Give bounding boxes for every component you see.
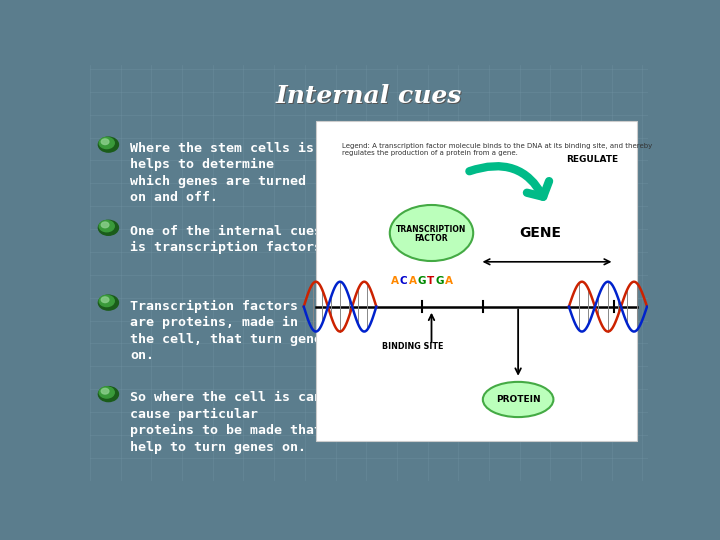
Text: Internal cues: Internal cues <box>277 85 463 109</box>
Text: FACTOR: FACTOR <box>415 234 449 243</box>
Text: Transcription factors
are proteins, made in
the cell, that turn genes
on.: Transcription factors are proteins, made… <box>130 300 330 362</box>
Text: PROTEIN: PROTEIN <box>496 395 541 404</box>
Text: A: A <box>444 276 452 286</box>
Circle shape <box>99 387 119 402</box>
Circle shape <box>99 387 114 398</box>
Text: A: A <box>390 276 399 286</box>
Text: G: G <box>436 276 444 286</box>
Text: So where the cell is can
cause particular
proteins to be made that
help to turn : So where the cell is can cause particula… <box>130 391 322 454</box>
Text: Where the stem cells is
helps to determine
which genes are turned
on and off.: Where the stem cells is helps to determi… <box>130 141 314 205</box>
Circle shape <box>99 137 119 152</box>
Ellipse shape <box>390 205 473 261</box>
Text: TRANSCRIPTION: TRANSCRIPTION <box>396 225 467 234</box>
Text: T: T <box>427 276 434 286</box>
Text: One of the internal cues
is transcription factors.: One of the internal cues is transcriptio… <box>130 225 330 254</box>
Ellipse shape <box>483 382 554 417</box>
Circle shape <box>102 222 109 228</box>
Text: A: A <box>408 276 417 286</box>
Text: BINDING SITE: BINDING SITE <box>382 342 443 351</box>
Circle shape <box>102 297 109 302</box>
Text: REGULATE: REGULATE <box>566 155 618 164</box>
Text: G: G <box>418 276 426 286</box>
Circle shape <box>102 139 109 145</box>
FancyBboxPatch shape <box>316 121 637 441</box>
Text: C: C <box>400 276 408 286</box>
Text: Legend: A transcription factor molecule binds to the DNA at its binding site, an: Legend: A transcription factor molecule … <box>342 143 652 157</box>
Circle shape <box>99 295 114 307</box>
Circle shape <box>99 220 114 232</box>
Circle shape <box>99 137 114 148</box>
Text: GENE: GENE <box>520 226 562 240</box>
FancyArrowPatch shape <box>469 166 549 197</box>
Circle shape <box>99 220 119 235</box>
Text: Internal cues: Internal cues <box>276 84 462 107</box>
Circle shape <box>99 295 119 310</box>
Circle shape <box>102 388 109 394</box>
